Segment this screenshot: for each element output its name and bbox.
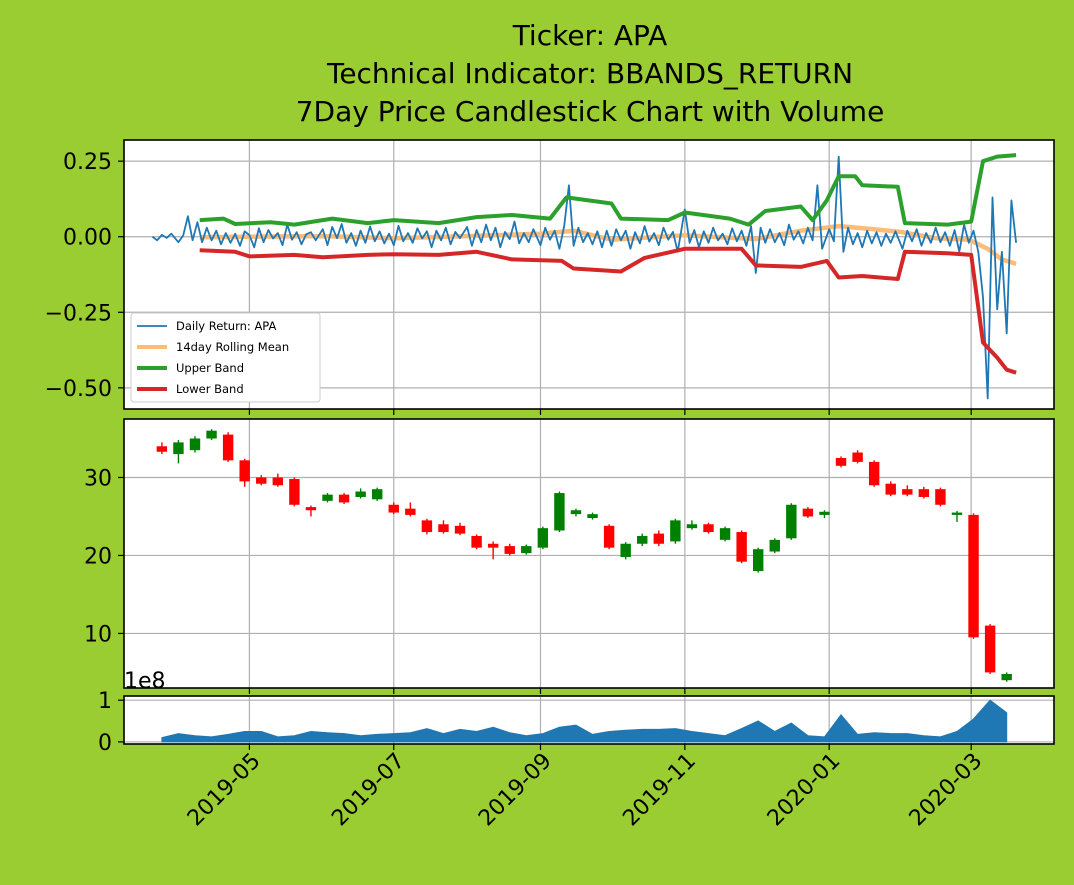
candle-body: [471, 535, 482, 548]
candle-body: [719, 528, 731, 540]
indicator-ytick-label: −0.25: [45, 301, 112, 326]
volume-scale-label: 1e8: [124, 669, 166, 694]
candle-body: [305, 507, 317, 511]
chart-title-line-3: 7Day Price Candlestick Chart with Volume: [296, 95, 885, 128]
volume-frame: [123, 695, 1055, 745]
candle-body: [372, 489, 383, 500]
indicator-ytick-label: 0.00: [63, 226, 112, 251]
candle-body: [868, 461, 880, 486]
candle-body: [405, 508, 416, 515]
candle-body: [156, 446, 168, 452]
candle-body: [570, 510, 582, 515]
candle-body: [752, 549, 764, 572]
candle-body: [289, 479, 300, 505]
indicator-ytick-label: −0.50: [45, 377, 112, 402]
candle-body: [554, 493, 565, 531]
chart-title-line-1: Ticker: APA: [512, 19, 668, 52]
candle-body: [421, 520, 433, 533]
x-tick-label: 2019-07: [327, 749, 410, 832]
indicator-ytick-label: 0.25: [63, 150, 112, 175]
candle-body: [885, 483, 896, 495]
candle-body: [786, 504, 797, 539]
candle-body: [736, 532, 747, 562]
candle-body: [620, 543, 631, 558]
volume-ytick-label: 1: [98, 689, 112, 714]
legend-label: Upper Band: [176, 361, 244, 375]
candle-body: [438, 524, 449, 533]
candle-body: [338, 494, 350, 503]
candle-body: [984, 625, 996, 673]
candle-body: [703, 524, 714, 533]
candle-body: [686, 524, 698, 529]
x-tick-label: 2019-09: [474, 749, 557, 832]
candle-body: [173, 442, 184, 455]
candle-body: [388, 504, 399, 513]
candle-body: [239, 460, 250, 482]
candle-body: [769, 539, 780, 552]
series-line-upper-band: [199, 153, 1017, 227]
indicator-panel: 0.25 0.00 −0.25 −0.50 Daily Return: APA 14day…: [45, 139, 1055, 415]
legend-box: [130, 312, 321, 403]
candle-body: [802, 508, 814, 517]
candle-body: [835, 457, 847, 466]
price-ytick-label: 30: [84, 466, 112, 491]
legend-label: Daily Return: APA: [176, 319, 277, 333]
legend-label: 14day Rolling Mean: [176, 340, 289, 354]
x-tick-label: 2020-03: [905, 749, 988, 832]
candle-body: [272, 477, 284, 486]
chart-title-line-2: Technical Indicator: BBANDS_RETURN: [326, 57, 853, 90]
price-ytick-label: 20: [84, 544, 112, 569]
candle-body: [322, 494, 333, 501]
x-axis: 2019-05 2019-07 2019-09 2019-11 2020-01 2020-…: [183, 749, 987, 832]
candle-body: [355, 491, 366, 497]
candle-body: [902, 489, 913, 495]
price-frame: [123, 418, 1055, 689]
chart-title: Ticker: APA Technical Indicator: BBANDS_…: [296, 19, 885, 128]
candle-body: [222, 434, 234, 461]
candle-body: [206, 430, 217, 439]
candle-body: [603, 525, 615, 548]
candle-body: [653, 533, 665, 544]
volume-panel: 01: [98, 689, 1055, 756]
candle-body: [670, 520, 681, 542]
candle-body: [852, 452, 863, 462]
volume-ytick-label: 0: [98, 731, 112, 756]
price-plot-area: [124, 419, 1054, 688]
candle-body: [637, 535, 648, 544]
candle-body: [819, 511, 830, 515]
legend-label: Lower Band: [176, 382, 244, 396]
candle-body: [504, 546, 515, 554]
candle-body: [587, 514, 598, 519]
x-tick-label: 2020-01: [763, 749, 846, 832]
candle-body: [521, 546, 532, 554]
x-tick-label: 2019-05: [183, 749, 266, 832]
price-ytick-label: 10: [84, 622, 112, 647]
candle-body: [487, 543, 499, 548]
volume-area: [161, 699, 1008, 743]
candle-body: [1001, 673, 1012, 681]
candle-body: [968, 514, 979, 638]
x-tick-label: 2019-11: [618, 749, 701, 832]
candle-body: [454, 525, 466, 534]
candle-body: [537, 528, 549, 548]
indicator-frame: [123, 139, 1055, 410]
candle-body: [189, 438, 201, 451]
candle-body: [918, 489, 930, 497]
candle-body: [935, 489, 946, 505]
candle-body: [256, 477, 267, 484]
legend: Daily Return: APA 14day Rolling Mean Upper…: [130, 312, 321, 403]
candle-body: [951, 512, 963, 515]
candlestick-panel: 10 20 30: [84, 418, 1055, 694]
series-line-lower-band: [199, 246, 1017, 375]
series-line-daily-return-apa: [151, 155, 1017, 400]
